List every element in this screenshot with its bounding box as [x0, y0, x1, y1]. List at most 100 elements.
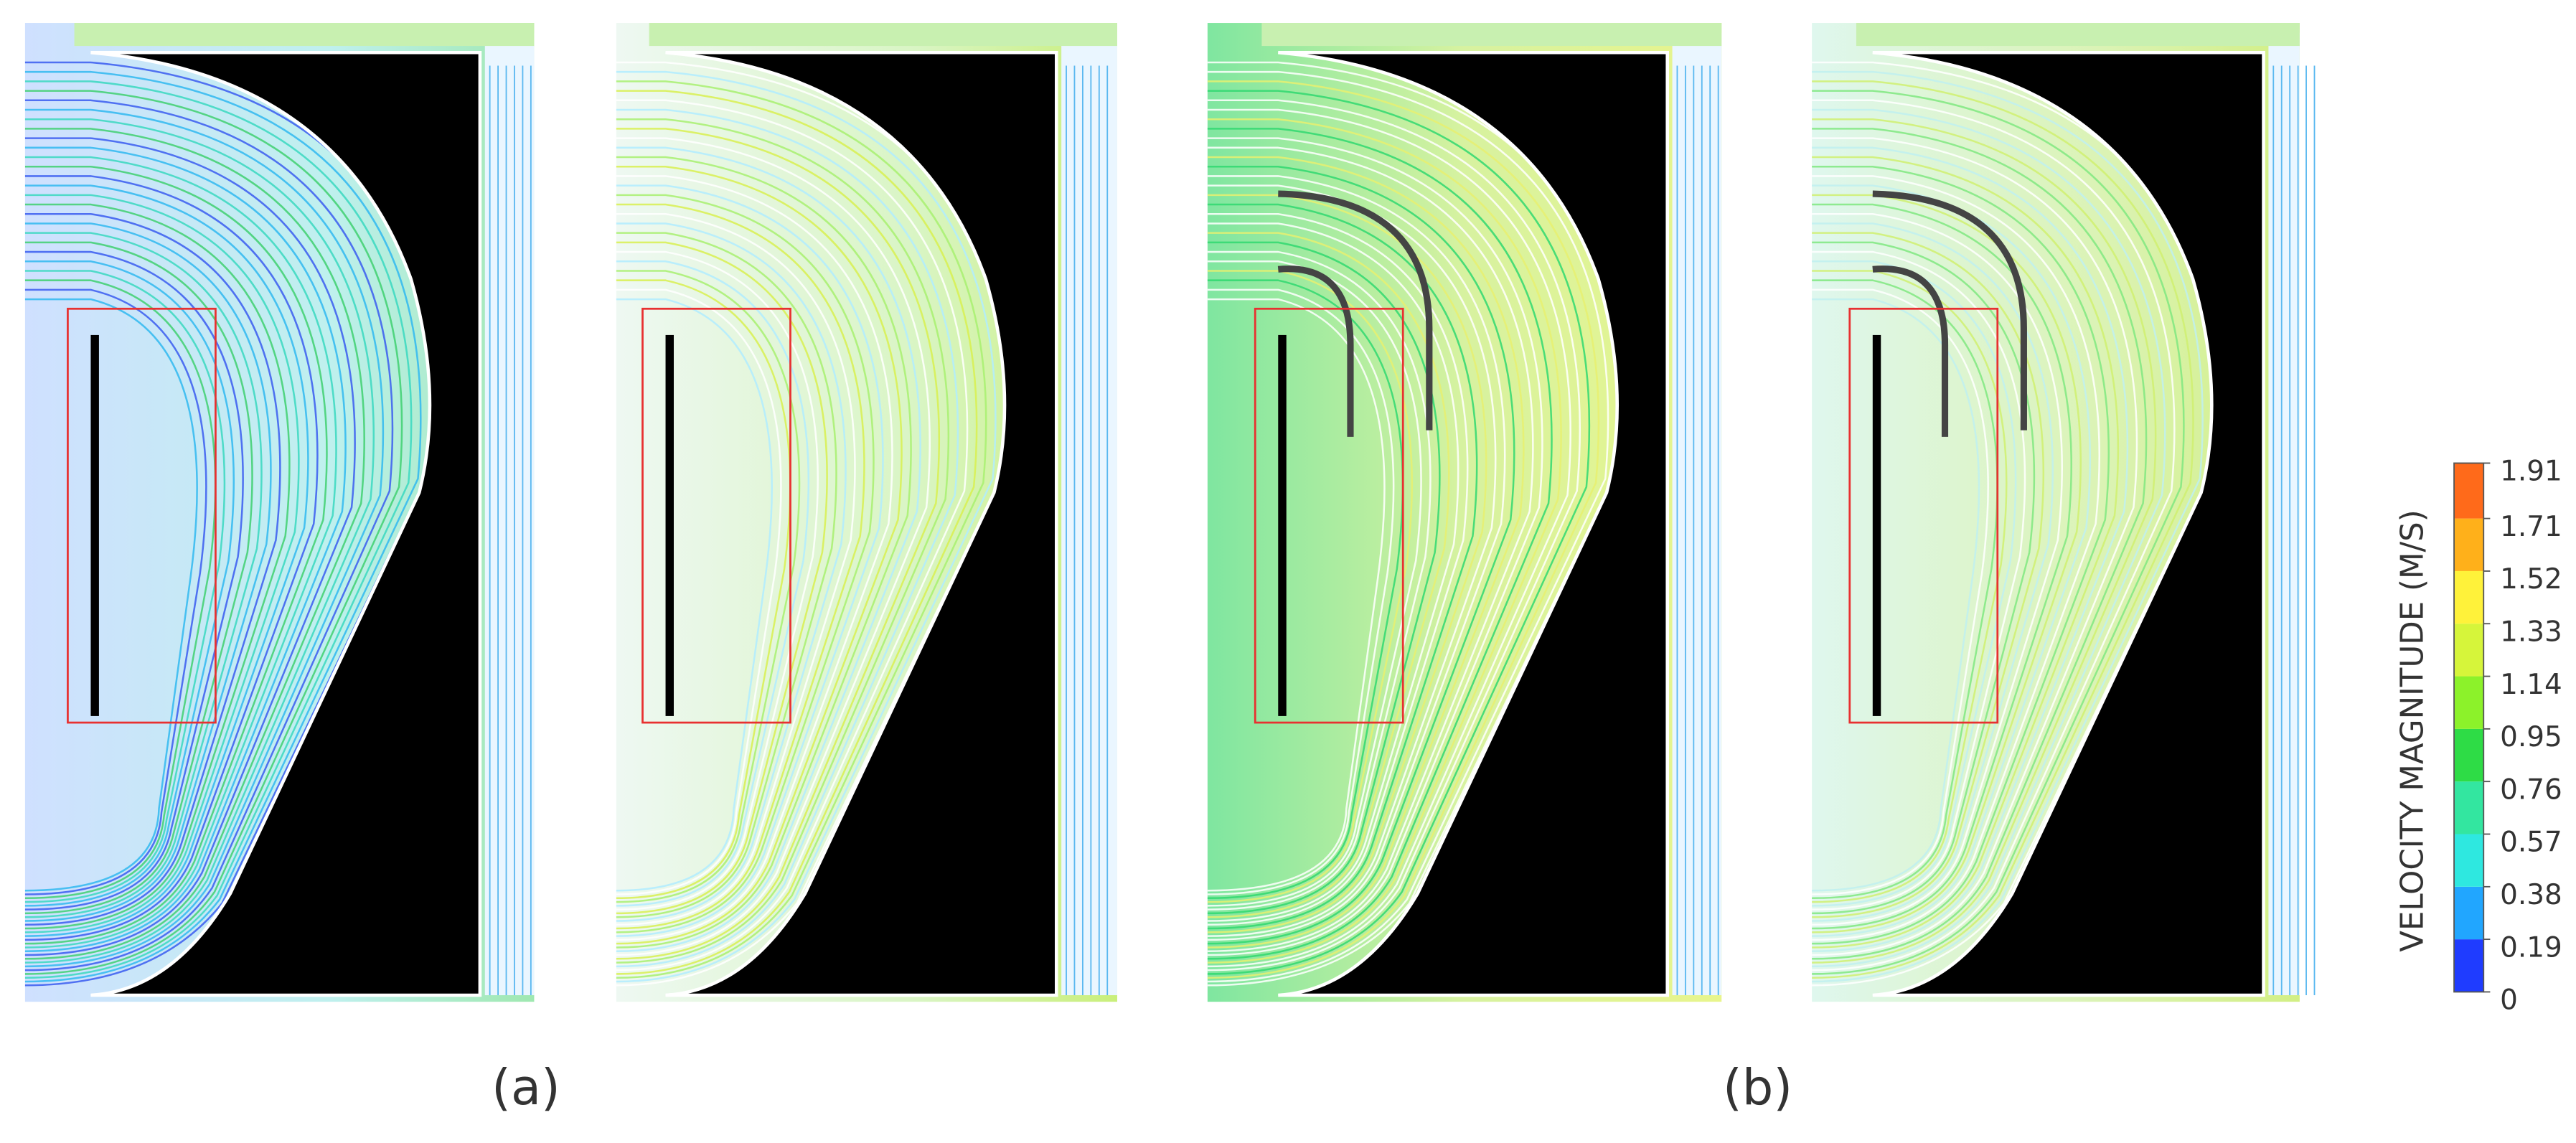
streamline [1812, 298, 1980, 892]
streamline [24, 241, 253, 915]
streamline [24, 288, 207, 895]
streamline [616, 108, 959, 968]
streamline [616, 241, 828, 915]
streamline [1812, 194, 2082, 933]
flow-panel [24, 23, 535, 1002]
streamline [1812, 128, 2148, 960]
colorbar: 0 0.19 0.38 0.57 0.76 0.95 1.14 1.33 1.52 1.71 1.9… [2453, 456, 2562, 1017]
streamline [1812, 146, 2129, 952]
tick-label: 1.52 [2500, 563, 2562, 596]
streamline [24, 270, 226, 903]
streamline [1812, 90, 2185, 975]
streamline [1812, 99, 2176, 972]
outlet-flow [484, 32, 535, 996]
streamline [616, 194, 875, 933]
streamline [1207, 80, 1600, 979]
streamline [24, 232, 263, 918]
region-box [641, 307, 791, 724]
streamline [1812, 260, 2017, 907]
streamline [1812, 156, 2120, 949]
region-box [1254, 307, 1404, 724]
streamline [616, 203, 865, 930]
streamline [1207, 250, 1432, 911]
flow-panel [1207, 23, 1722, 1002]
streamline [24, 108, 385, 968]
streamline [1812, 175, 2101, 941]
streamline [616, 212, 856, 926]
streamline [24, 90, 403, 975]
tick-label: 0.19 [2500, 931, 2562, 964]
streamline [616, 99, 969, 972]
color-band [2454, 781, 2484, 834]
streamline [24, 279, 217, 900]
color-band [2454, 570, 2484, 624]
tick-label: 1.91 [2500, 456, 2562, 488]
streamline [616, 146, 921, 952]
streamline [616, 165, 903, 945]
tick-label: 0 [2500, 984, 2518, 1017]
streamline [1812, 80, 2194, 979]
streamline [1207, 279, 1404, 900]
streamline [1812, 250, 2026, 911]
streamline [1207, 99, 1581, 972]
tick-label: 0.95 [2500, 721, 2562, 753]
streamline [616, 118, 950, 964]
streamline [616, 175, 893, 941]
solid-body [665, 50, 1058, 997]
streamline [1207, 203, 1478, 930]
streamline [1812, 203, 2072, 930]
streamline [24, 175, 319, 941]
tick-label: 1.71 [2500, 511, 2562, 543]
colorbar-frame [2453, 462, 2485, 993]
streamline [616, 250, 819, 911]
plate [1278, 334, 1287, 716]
streamline [1207, 118, 1562, 964]
streamline [616, 232, 837, 918]
streamline [616, 70, 997, 983]
region-box [67, 307, 217, 724]
streamline [1207, 70, 1609, 983]
streamline [24, 212, 281, 926]
streamline [1207, 298, 1386, 892]
plate [90, 334, 99, 716]
baffle [1872, 265, 1949, 437]
streamline [1207, 165, 1515, 945]
color-band [2454, 463, 2484, 519]
tick-label: 0.57 [2500, 827, 2562, 859]
streamline [1812, 241, 2036, 915]
streamline [616, 90, 978, 975]
streamline [616, 260, 810, 907]
streamline [24, 70, 422, 983]
streamline [24, 99, 394, 972]
streamline [24, 260, 235, 907]
top-flow [1261, 23, 1722, 47]
streamline [1812, 212, 2063, 926]
solid-body [1872, 50, 2265, 997]
streamline [24, 146, 347, 952]
solid-body [1278, 50, 1669, 997]
tick-label: 0.38 [2500, 879, 2562, 911]
streamline [1207, 241, 1441, 915]
color-band [2454, 624, 2484, 677]
streamline [1812, 108, 2166, 968]
streamline [24, 194, 300, 933]
flow-panel [616, 23, 1117, 1002]
streamline [1207, 146, 1534, 952]
streamline [1812, 137, 2138, 956]
top-flow [649, 23, 1117, 47]
streamline [1812, 165, 2110, 945]
baffle [1872, 190, 2027, 431]
panel-label: (b) [1723, 1059, 1792, 1116]
tick-label: 0.76 [2500, 773, 2562, 806]
streamline [1812, 222, 2054, 922]
streamline [616, 270, 801, 903]
streamline [616, 184, 884, 937]
streamline [616, 128, 941, 960]
streamline [1207, 137, 1543, 956]
color-band [2454, 676, 2484, 729]
streamline [24, 118, 375, 964]
color-band [2454, 518, 2484, 571]
streamline [24, 137, 356, 956]
streamline [1207, 156, 1525, 949]
color-band [2454, 728, 2484, 782]
